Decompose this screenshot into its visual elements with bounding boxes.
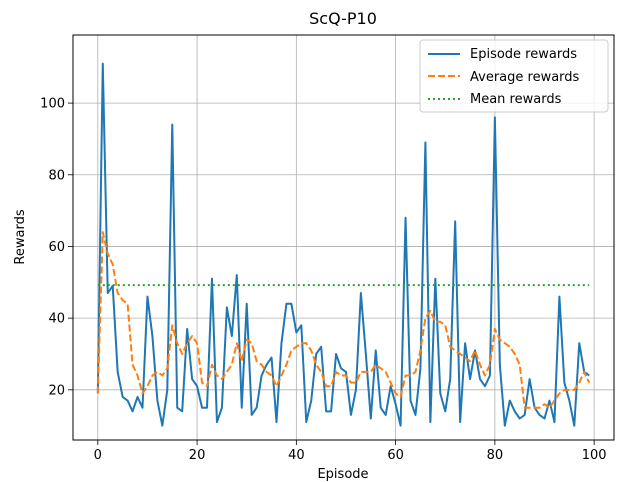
plot-frame xyxy=(72,34,615,441)
x-tick-label: 100 xyxy=(582,448,607,463)
y-axis-ticks: 20 40 60 80 100 xyxy=(40,97,73,398)
legend: Episode rewards Average rewards Mean rew… xyxy=(419,39,609,113)
x-tick-label: 40 xyxy=(288,448,305,463)
y-tick-label: 40 xyxy=(48,312,65,327)
series-line-average-rewards xyxy=(96,231,591,409)
y-tick-label: 80 xyxy=(48,168,65,183)
y-axis-label: Rewards xyxy=(13,209,28,264)
legend-label-mean-rewards: Mean rewards xyxy=(470,92,562,107)
x-tick-label: 60 xyxy=(387,448,404,463)
y-tick-label: 20 xyxy=(48,383,65,398)
chart-title: ScQ-P10 xyxy=(309,9,377,28)
x-tick-label: 80 xyxy=(487,448,504,463)
legend-box xyxy=(419,39,609,113)
series-layer xyxy=(96,62,591,427)
legend-label-average-rewards: Average rewards xyxy=(470,70,580,85)
x-tick-label: 20 xyxy=(189,448,206,463)
x-axis-label: Episode xyxy=(317,467,368,482)
legend-label-episode-rewards: Episode rewards xyxy=(470,47,577,62)
y-tick-label: 60 xyxy=(48,240,65,255)
x-tick-label: 0 xyxy=(94,448,102,463)
series-line-episode-rewards xyxy=(96,62,590,427)
y-tick-label: 100 xyxy=(40,97,65,112)
x-axis-ticks: 0 20 40 60 80 100 xyxy=(94,440,607,463)
